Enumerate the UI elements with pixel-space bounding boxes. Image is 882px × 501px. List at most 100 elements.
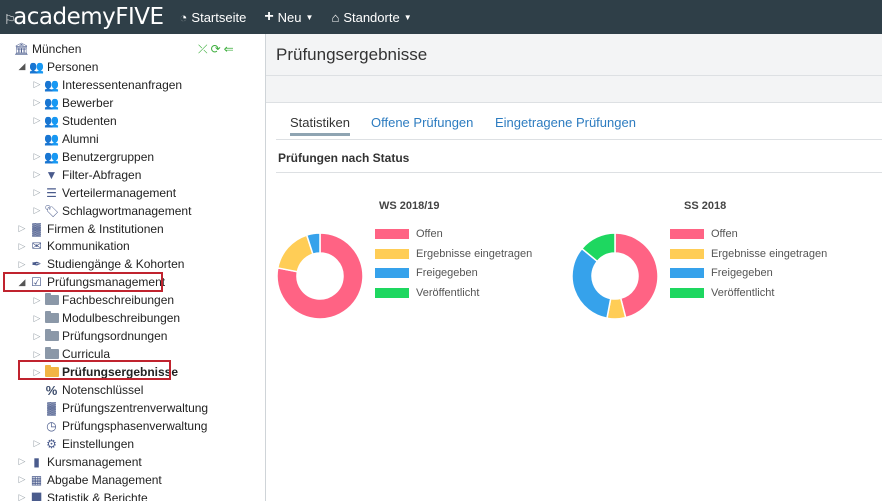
expanded-icon[interactable]: ◢ xyxy=(18,61,26,72)
tree-item[interactable]: ▓ Prüfungszentrenverwaltung xyxy=(32,399,208,417)
tree-item[interactable]: ▷ ▇ Statistik & Berichte xyxy=(17,489,148,501)
tree-item[interactable]: ▷ ▓ Firmen & Institutionen xyxy=(17,220,164,238)
tree-item[interactable]: ◢ ☑ Prüfungsmanagement xyxy=(17,273,166,291)
nav-standorte[interactable]: ⌂ Standorte ▼ xyxy=(331,10,411,25)
collapsed-icon[interactable]: ▷ xyxy=(18,240,26,251)
donut-slice-offen[interactable] xyxy=(276,232,364,320)
legend-label: Veröffentlicht xyxy=(711,286,775,299)
tree-item[interactable]: ▷ ▮ Kursmanagement xyxy=(17,453,142,471)
collapsed-icon[interactable]: ▷ xyxy=(33,312,41,323)
collapsed-icon[interactable]: ▷ xyxy=(33,169,41,180)
people-icon: 👥 xyxy=(44,77,59,92)
collapsed-icon[interactable]: ▷ xyxy=(33,348,41,359)
tree-item[interactable]: ▷ 👥 Interessentenanfragen xyxy=(32,76,183,94)
gear-icon: ⚙ xyxy=(46,436,57,451)
tree-item[interactable]: ▷ 👥 Studenten xyxy=(32,112,117,130)
tree-item[interactable]: ▷ 👥 Benutzergruppen xyxy=(32,148,155,166)
main-content: Prüfungsergebnisse Statistiken Offene Pr… xyxy=(266,34,882,501)
donut-slice-freigegeben[interactable] xyxy=(305,232,321,256)
folder-icon xyxy=(44,293,59,307)
legend-item-offen[interactable]: Offen xyxy=(670,224,870,244)
tree-item[interactable]: ▷ ▦ Abgabe Management xyxy=(17,471,162,489)
tree-item[interactable]: ▷ Fachbeschreibungen xyxy=(32,291,174,309)
collapsed-icon[interactable]: ▷ xyxy=(33,151,41,162)
tree-item[interactable]: ▷ 👥 Bewerber xyxy=(32,94,114,112)
collapsed-icon[interactable]: ▷ xyxy=(18,456,26,467)
tree-item-label: Prüfungszentrenverwaltung xyxy=(62,401,209,415)
collapsed-icon[interactable]: ▷ xyxy=(33,366,41,377)
tree-item[interactable]: ▷ Prüfungsergebnisse xyxy=(32,363,178,381)
collapsed-icon[interactable]: ▷ xyxy=(33,438,41,449)
donut-slice-freigegeben[interactable] xyxy=(571,247,612,320)
tag-icon: 🏷 xyxy=(43,203,60,218)
collapsed-icon[interactable]: ▷ xyxy=(33,330,41,341)
collapsed-icon[interactable]: ▷ xyxy=(18,258,26,269)
tree-item[interactable]: ▷ 🏷 Schlagwortmanagement xyxy=(32,202,192,220)
collapsed-icon[interactable]: ▷ xyxy=(33,294,41,305)
tree-item[interactable]: % Notenschlüssel xyxy=(32,381,144,399)
tree-item-label: Abgabe Management xyxy=(47,472,162,487)
tree-item[interactable]: ▷ ✉ Kommunikation xyxy=(17,237,130,255)
tree-item[interactable]: ▷ Prüfungsordnungen xyxy=(32,327,167,345)
tab-offene-pruefungen[interactable]: Offene Prüfungen xyxy=(371,115,474,130)
envelope-icon: ✉ xyxy=(31,239,42,254)
legend-label: Ergebnisse eingetragen xyxy=(416,247,533,260)
expanded-icon[interactable]: ◢ xyxy=(18,276,26,287)
people-icon: 👥 xyxy=(29,59,44,74)
tree-item-label: Verteilermanagement xyxy=(62,185,177,200)
tree-item[interactable]: ▷ ✒ Studiengänge & Kohorten xyxy=(17,255,185,273)
tree-item-label: Personen xyxy=(47,59,99,74)
tree-item[interactable]: ▷ Modulbeschreibungen xyxy=(32,309,180,327)
tree-item-label: Kursmanagement xyxy=(47,454,142,469)
legend-item-ergebnisse[interactable]: Ergebnisse eingetragen xyxy=(670,244,870,264)
tree-item[interactable]: ▷ ▼ Filter-Abfragen xyxy=(32,166,142,184)
donut-slice-veroeffentlicht[interactable] xyxy=(580,232,616,263)
legend-item-offen[interactable]: Offen xyxy=(375,224,575,244)
collapsed-icon[interactable]: ▷ xyxy=(33,205,41,216)
tree-item[interactable]: ◢ 👥 Personen xyxy=(17,58,99,76)
legend-label: Veröffentlicht xyxy=(416,286,480,299)
tab-eingetragene-pruefungen[interactable]: Eingetragene Prüfungen xyxy=(495,115,636,130)
collapsed-icon[interactable]: ▷ xyxy=(33,187,41,198)
tree-item-label: Benutzergruppen xyxy=(62,149,155,164)
section-title: Prüfungen nach Status xyxy=(278,151,410,165)
chart-title-ss: SS 2018 xyxy=(684,200,727,212)
collapsed-icon[interactable]: ▷ xyxy=(33,97,41,108)
tree-item-label: Prüfungsordnungen xyxy=(62,329,168,344)
donut-slice-offen[interactable] xyxy=(614,232,659,319)
tree-item-label: Notenschlüssel xyxy=(62,383,144,398)
legend-label: Offen xyxy=(711,227,738,240)
legend-swatch xyxy=(375,287,409,298)
feather-icon: ✒ xyxy=(31,257,42,272)
collapsed-icon[interactable]: ▷ xyxy=(33,115,41,126)
tab-statistiken[interactable]: Statistiken xyxy=(290,115,350,136)
legend-item-freigegeben[interactable]: Freigegeben xyxy=(375,263,575,283)
legend-item-veroeffentlicht[interactable]: Veröffentlicht xyxy=(670,283,870,303)
legend-swatch xyxy=(670,287,704,298)
donut-chart-ss xyxy=(571,232,659,320)
legend-item-freigegeben[interactable]: Freigegeben xyxy=(670,263,870,283)
collapsed-icon[interactable]: ▷ xyxy=(18,492,26,501)
collapsed-icon[interactable]: ▷ xyxy=(18,223,26,233)
legend-swatch xyxy=(375,228,409,239)
tree-item[interactable]: 👥 Alumni xyxy=(32,130,99,148)
legend-item-ergebnisse[interactable]: Ergebnisse eingetragen xyxy=(375,244,575,264)
chart-title-ws: WS 2018/19 xyxy=(379,200,440,212)
nav-neu[interactable]: + Neu ▼ xyxy=(264,8,313,26)
legend-item-veroeffentlicht[interactable]: Veröffentlicht xyxy=(375,283,575,303)
tree-item[interactable]: ◷ Prüfungsphasenverwaltung xyxy=(32,417,207,435)
legend-swatch xyxy=(670,268,704,279)
nav-startseite[interactable]: ◔ Startseite xyxy=(180,10,247,25)
app-logo[interactable]: ⚐academyFIVE xyxy=(4,4,164,30)
refresh-icon[interactable]: ⟳ xyxy=(210,42,221,56)
donut-slice-ergebnisse[interactable] xyxy=(276,234,314,273)
expand-all-icon[interactable]: ⤫ xyxy=(198,42,208,56)
tree-item[interactable]: ▷ ⚙ Einstellungen xyxy=(32,435,135,453)
collapsed-icon[interactable]: ▷ xyxy=(18,474,26,485)
collapsed-icon[interactable]: ▷ xyxy=(33,79,41,90)
tree-item[interactable]: ▷ ☰ Verteilermanagement xyxy=(32,184,177,202)
collapse-icon[interactable]: ⇐ xyxy=(223,42,234,56)
tree-item[interactable]: 🏛 München xyxy=(2,40,81,58)
tree-item[interactable]: ▷ Curricula xyxy=(32,345,110,363)
people-icon: 👥 xyxy=(44,113,59,128)
